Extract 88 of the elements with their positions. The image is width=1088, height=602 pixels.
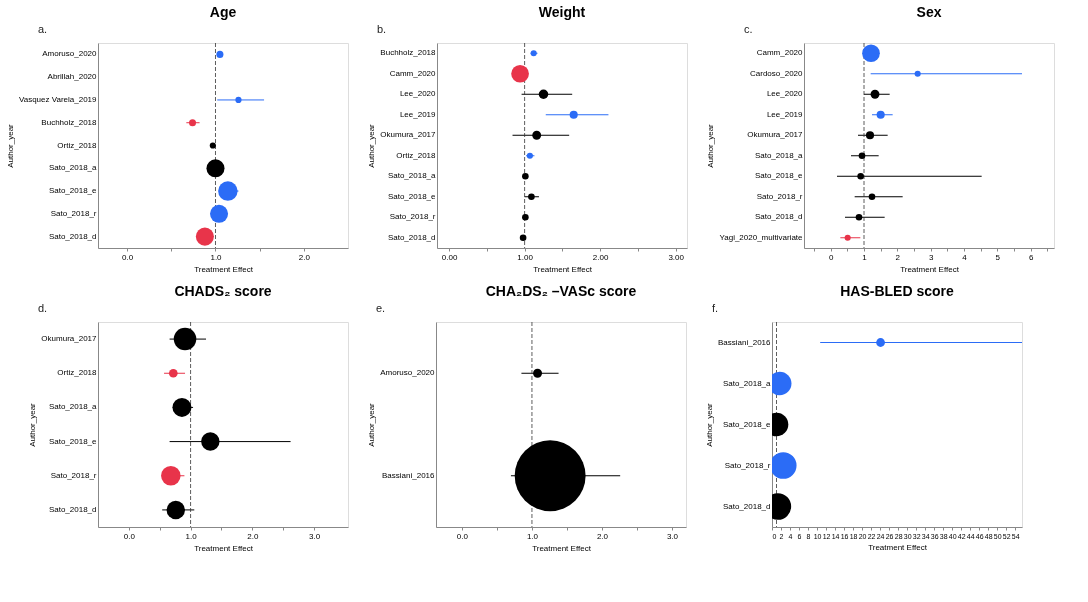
chart-title: HAS-BLED score <box>840 283 954 299</box>
y-axis-title: Author_year <box>5 123 15 168</box>
y-tick-label: Lee_2020 <box>399 89 437 99</box>
x-axis-title: Treatment Effect <box>868 542 928 552</box>
y-tick-label: Bassiani_2016 <box>718 337 772 347</box>
x-tick-label: 6 <box>1028 252 1034 262</box>
y-tick-label: Amoruso_2020 <box>380 368 436 378</box>
x-tick-label: 0.0 <box>123 531 136 541</box>
y-tick-label: Vasquez Varela_2019 <box>18 94 98 104</box>
y-tick-label: Lee_2020 <box>766 89 804 99</box>
x-tick-label: 2.00 <box>592 252 609 262</box>
chart-title: Age <box>209 4 237 20</box>
x-axis-title: Treatment Effect <box>900 264 960 274</box>
y-tick-label: Sato_2018_r <box>724 460 771 470</box>
chart-title: Sex <box>916 4 942 20</box>
y-tick-label: Abrillah_2020 <box>47 72 98 82</box>
y-tick-label: Sato_2018_e <box>754 171 804 181</box>
text: f. <box>712 302 719 314</box>
x-tick-label: 1.00 <box>517 252 534 262</box>
x-tick-label: 3.0 <box>666 531 679 541</box>
text: a. <box>38 23 48 35</box>
y-tick-label: Sato_2018_a <box>48 163 98 173</box>
y-tick-label: Sato_2018_a <box>722 378 772 388</box>
x-axis-title: Treatment Effect <box>194 264 254 274</box>
chart-title: Weight <box>538 4 586 20</box>
y-tick-label: Sato_2018_r <box>50 470 97 480</box>
y-tick-label: Buchholz_2018 <box>380 48 437 58</box>
y-tick-label: Sato_2018_a <box>387 171 437 181</box>
x-tick-label: 2.0 <box>596 531 609 541</box>
y-tick-label: Sato_2018_d <box>754 212 803 222</box>
y-tick-label: Ortiz_2018 <box>396 150 437 160</box>
y-tick-label: Ortiz_2018 <box>57 140 98 150</box>
x-tick-label: 1 <box>862 252 868 262</box>
y-axis-title: Author_year <box>28 402 38 447</box>
y-axis-title: Author_year <box>706 123 716 168</box>
y-tick-label: Cardoso_2020 <box>750 68 804 78</box>
y-tick-label: Okumura_2017 <box>747 130 804 140</box>
y-tick-label: Yagi_2020_multivariate <box>719 232 804 242</box>
y-axis-title: Author_year <box>705 402 715 447</box>
y-axis-title: Author_year <box>367 123 377 168</box>
y-axis-title: Author_year <box>367 402 377 447</box>
y-tick-label: Sato_2018_r <box>389 212 436 222</box>
y-tick-label: Sato_2018_r <box>756 191 803 201</box>
x-axis-title: Treatment Effect <box>194 543 254 553</box>
y-tick-label: Ortiz_2018 <box>57 368 98 378</box>
y-tick-label: Okumura_2017 <box>41 334 98 344</box>
x-axis-title: Treatment Effect <box>532 543 592 553</box>
y-tick-label: Lee_2019 <box>399 109 437 119</box>
text: c. <box>744 23 753 35</box>
chart-title: CHADS₂ score <box>174 283 272 299</box>
y-tick-label: Sato_2018_e <box>387 191 437 201</box>
x-axis-title: Treatment Effect <box>533 264 593 274</box>
y-tick-label: Sato_2018_r <box>50 208 97 218</box>
y-tick-label: Sato_2018_e <box>722 419 772 429</box>
text: d. <box>38 302 48 314</box>
x-tick-label: 3.00 <box>668 252 685 262</box>
x-tick-label: 1.0 <box>526 531 539 541</box>
y-tick-label: Sato_2018_d <box>722 501 771 511</box>
x-tick-label: 2.0 <box>247 531 259 541</box>
x-tick-label: 3 <box>928 252 934 262</box>
x-tick-label: 0.00 <box>441 252 458 262</box>
x-tick-label: 0 <box>828 252 834 262</box>
y-tick-label: Sato_2018_e <box>48 186 98 196</box>
y-tick-label: Okumura_2017 <box>380 130 437 140</box>
y-tick-label: Bassiani_2016 <box>382 470 436 480</box>
y-tick-label: Sato_2018_a <box>754 150 804 160</box>
x-tick-label: 1.0 <box>185 531 198 541</box>
x-tick-label: 4 <box>962 252 968 262</box>
y-tick-label: Sato_2018_d <box>48 231 97 241</box>
x-tick-label: 0.0 <box>122 252 134 262</box>
y-tick-label: Buchholz_2018 <box>41 117 98 127</box>
y-tick-label: Sato_2018_a <box>48 402 98 412</box>
y-tick-label: Camm_2020 <box>389 68 437 78</box>
text: b. <box>377 23 387 35</box>
y-tick-label: Amoruso_2020 <box>42 49 98 59</box>
text: e. <box>376 302 386 314</box>
chart-title: CHA₂DS₂ –VASc score <box>485 283 637 299</box>
y-tick-label: Camm_2020 <box>756 48 804 58</box>
y-tick-label: Sato_2018_d <box>387 232 436 242</box>
x-tick-label: 5 <box>995 252 1001 262</box>
y-tick-label: Lee_2019 <box>766 109 804 119</box>
x-tick-label: 2.0 <box>298 252 311 262</box>
x-tick-label: 3.0 <box>308 531 321 541</box>
x-tick-label: 2 <box>895 252 901 262</box>
x-tick-label: 1.0 <box>210 252 223 262</box>
x-tick-label: 0.0 <box>456 531 469 541</box>
y-tick-label: Sato_2018_d <box>48 504 97 514</box>
y-tick-label: Sato_2018_e <box>48 436 98 446</box>
